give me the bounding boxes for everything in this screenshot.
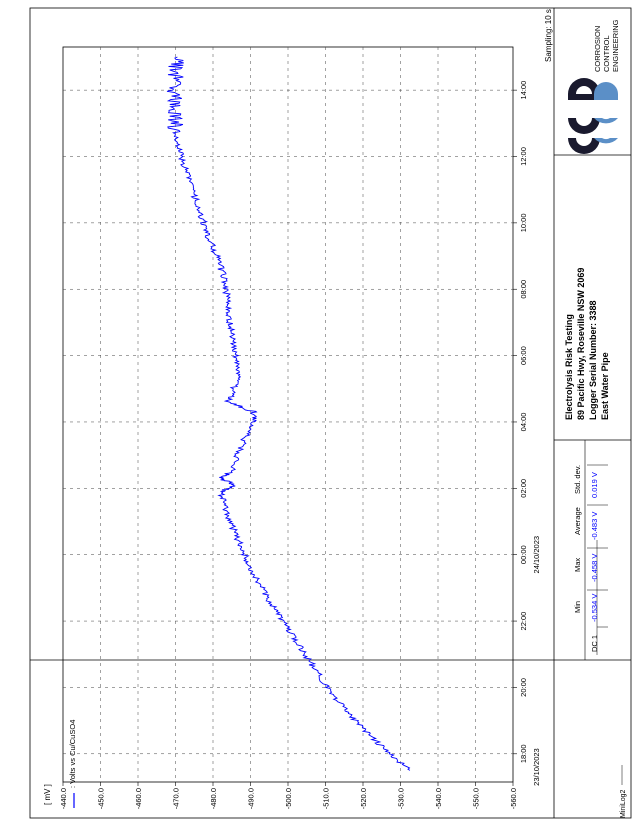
logo-mark-light-2 bbox=[594, 118, 618, 124]
y-tick-label: -440.0 bbox=[59, 788, 68, 809]
x-tick-label: 10:00 bbox=[519, 213, 528, 232]
x-tick-label: 04:00 bbox=[519, 413, 528, 432]
date-label: 24/10/2023 bbox=[532, 536, 541, 574]
stats-header-stddev: Std. dev. bbox=[573, 465, 582, 494]
logo-mark-dark-3 bbox=[568, 78, 600, 100]
logo-text-line-1: CORROSION bbox=[593, 26, 602, 72]
y-tick-label: -480.0 bbox=[209, 788, 218, 809]
x-tick-label: 06:00 bbox=[519, 346, 528, 365]
stats-stddev-value: 0.019 V bbox=[590, 472, 599, 498]
y-tick-label: -540.0 bbox=[434, 788, 443, 809]
x-tick-label: 02:00 bbox=[519, 479, 528, 498]
info-location: East Water Pipe bbox=[600, 352, 610, 420]
stats-max-value: -0.458 V bbox=[590, 554, 599, 582]
stats-header-average: Average bbox=[573, 507, 582, 535]
y-tick-label: -510.0 bbox=[322, 788, 331, 809]
series-line-volts bbox=[166, 56, 411, 771]
y-tick-label: -530.0 bbox=[397, 788, 406, 809]
stats-average-value: -0.483 V bbox=[590, 512, 599, 540]
logo-mark-light-3 bbox=[594, 82, 618, 100]
sampling-label: Sampling: 10 s bbox=[544, 9, 553, 62]
y-tick-label: -460.0 bbox=[134, 788, 143, 809]
x-tick-label: 08:00 bbox=[519, 280, 528, 299]
y-tick-label: -560.0 bbox=[509, 788, 518, 809]
stats-row-label: DC 1 bbox=[590, 635, 599, 652]
x-tick-label: 20:00 bbox=[519, 678, 528, 697]
report-frame bbox=[29, 7, 632, 819]
date-labels: 23/10/2023 24/10/2023 bbox=[532, 536, 541, 786]
logo-mark-dark-2 bbox=[568, 118, 600, 134]
y-axis-label: [ mV ] bbox=[43, 784, 52, 805]
company-logo bbox=[568, 78, 618, 154]
y-tick-label: -450.0 bbox=[97, 788, 106, 809]
y-tick-label: -490.0 bbox=[247, 788, 256, 809]
report-info: Electrolysis Risk Testing 89 Pacific Hwy… bbox=[564, 268, 610, 420]
x-tick-label: 22:00 bbox=[519, 612, 528, 631]
logo-text-line-2: CONTROL bbox=[602, 35, 611, 72]
x-tick-label: 00:00 bbox=[519, 545, 528, 564]
y-tick-label: -500.0 bbox=[284, 788, 293, 809]
logo-mark-light bbox=[594, 138, 618, 144]
x-tick-label: 18:00 bbox=[519, 744, 528, 763]
x-tick-label: 12:00 bbox=[519, 147, 528, 166]
y-tick-label: -470.0 bbox=[172, 788, 181, 809]
y-axis: -440.0 -450.0 -460.0 -470.0 -480.0 -490.0 -500… bbox=[59, 782, 518, 809]
footer-label: MiniLog2 bbox=[620, 789, 627, 818]
x-tick-label: 14:00 bbox=[519, 81, 528, 100]
logo-text-line-3: ENGINEERING bbox=[611, 19, 620, 72]
x-axis: 18:00 20:00 22:00 00:00 02:00 04:00 06:00 08:00… bbox=[513, 81, 528, 763]
stats-header-max: Max bbox=[573, 558, 582, 572]
logo-mark-dark bbox=[568, 138, 600, 154]
stats-table: Min Max Average Std. dev. DC 1 -0.534 V … bbox=[573, 464, 608, 655]
gridlines bbox=[63, 47, 513, 782]
info-title: Electrolysis Risk Testing bbox=[564, 314, 574, 420]
stats-header-min: Min bbox=[573, 601, 582, 613]
y-tick-label: -550.0 bbox=[472, 788, 481, 809]
info-serial: Logger Serial Number: 3388 bbox=[588, 300, 598, 420]
legend-series-label: : Volts vs Cu/CuSO4 bbox=[68, 720, 77, 788]
info-address: 89 Pacific Hwy, Roseville NSW 2069 bbox=[576, 268, 586, 420]
y-tick-label: -520.0 bbox=[359, 788, 368, 809]
stats-min-value: -0.534 V bbox=[590, 594, 599, 622]
date-label: 23/10/2023 bbox=[532, 748, 541, 786]
